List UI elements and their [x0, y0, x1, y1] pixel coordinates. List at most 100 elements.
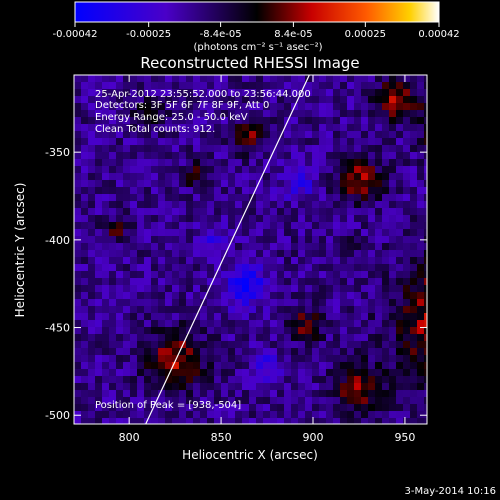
heatmap-cell [368, 271, 376, 279]
heatmap-cell [221, 264, 229, 272]
heatmap-cell [354, 173, 362, 181]
heatmap-cell [424, 362, 427, 370]
heatmap-cell [417, 75, 425, 83]
heatmap-cell [242, 201, 250, 209]
heatmap-cell [347, 257, 355, 265]
heatmap-cell [221, 110, 229, 118]
heatmap-cell [172, 334, 180, 342]
heatmap-cell [319, 145, 327, 153]
heatmap-cell [88, 264, 96, 272]
heatmap-cell [368, 236, 376, 244]
heatmap-cell [165, 243, 173, 251]
heatmap-cell [116, 397, 124, 405]
heatmap-cell [368, 355, 376, 363]
heatmap-cell [179, 166, 187, 174]
heatmap-cell [424, 208, 427, 216]
heatmap-cell [249, 404, 257, 412]
heatmap-cell [81, 131, 89, 139]
heatmap-cell [263, 376, 271, 384]
heatmap-cell [207, 180, 215, 188]
heatmap-cell [235, 96, 243, 104]
heatmap-cell [263, 117, 271, 125]
heatmap-cell [305, 278, 313, 286]
heatmap-cell [95, 159, 103, 167]
heatmap-cell [228, 145, 236, 153]
heatmap-cell [312, 222, 320, 230]
heatmap-cell [312, 208, 320, 216]
heatmap-cell [298, 383, 306, 391]
heatmap-cell [186, 173, 194, 181]
heatmap-cell [130, 96, 138, 104]
heatmap-cell [221, 418, 229, 424]
heatmap-cell [389, 292, 397, 300]
heatmap-cell [375, 201, 383, 209]
heatmap-cell [319, 285, 327, 293]
heatmap-cell [88, 145, 96, 153]
heatmap-cell [144, 285, 152, 293]
heatmap-cell [193, 292, 201, 300]
heatmap-cell [200, 194, 208, 202]
heatmap-cell [319, 110, 327, 118]
heatmap-cell [389, 299, 397, 307]
heatmap-cell [109, 299, 117, 307]
heatmap-cell [284, 341, 292, 349]
heatmap-cell [305, 117, 313, 125]
heatmap-cell [81, 82, 89, 90]
heatmap-cell [165, 96, 173, 104]
heatmap-cell [312, 250, 320, 258]
heatmap-cell [375, 327, 383, 335]
heatmap-cell [207, 187, 215, 195]
heatmap-cell [165, 166, 173, 174]
heatmap-cell [347, 138, 355, 146]
heatmap-cell [263, 124, 271, 132]
heatmap-cell [277, 229, 285, 237]
heatmap-cell [417, 348, 425, 356]
heatmap-cell [242, 418, 250, 424]
heatmap-cell [333, 411, 341, 419]
heatmap-cell [123, 145, 131, 153]
heatmap-cell [130, 313, 138, 321]
heatmap-cell [249, 89, 257, 97]
heatmap-cell [116, 355, 124, 363]
heatmap-cell [319, 215, 327, 223]
heatmap-cell [396, 194, 404, 202]
heatmap-cell [74, 208, 82, 216]
heatmap-cell [298, 117, 306, 125]
heatmap-cell [88, 103, 96, 111]
heatmap-cell [193, 173, 201, 181]
heatmap-cell [130, 418, 138, 424]
heatmap-cell [102, 89, 110, 97]
heatmap-cell [298, 166, 306, 174]
heatmap-cell [319, 222, 327, 230]
heatmap-cell [417, 341, 425, 349]
heatmap-cell [424, 145, 427, 153]
heatmap-cell [151, 250, 159, 258]
y-tick-label: -400 [45, 234, 70, 247]
heatmap-cell [375, 243, 383, 251]
heatmap-cell [354, 159, 362, 167]
heatmap-cell [109, 180, 117, 188]
heatmap-cell [375, 313, 383, 321]
heatmap-cell [207, 243, 215, 251]
heatmap-cell [270, 96, 278, 104]
heatmap-cell [298, 75, 306, 83]
heatmap-cell [242, 110, 250, 118]
heatmap-cell [207, 159, 215, 167]
heatmap-cell [305, 159, 313, 167]
heatmap-cell [361, 257, 369, 265]
heatmap-cell [361, 292, 369, 300]
heatmap-cell [165, 75, 173, 83]
heatmap-cell [116, 236, 124, 244]
heatmap-cell [312, 131, 320, 139]
heatmap-cell [123, 250, 131, 258]
heatmap-cell [109, 341, 117, 349]
heatmap-cell [228, 201, 236, 209]
heatmap-cell [81, 117, 89, 125]
heatmap-cell [326, 383, 334, 391]
heatmap-cell [88, 215, 96, 223]
heatmap-cell [270, 159, 278, 167]
heatmap-cell [158, 376, 166, 384]
heatmap-cell [123, 124, 131, 132]
heatmap-cell [333, 313, 341, 321]
heatmap-cell [95, 285, 103, 293]
